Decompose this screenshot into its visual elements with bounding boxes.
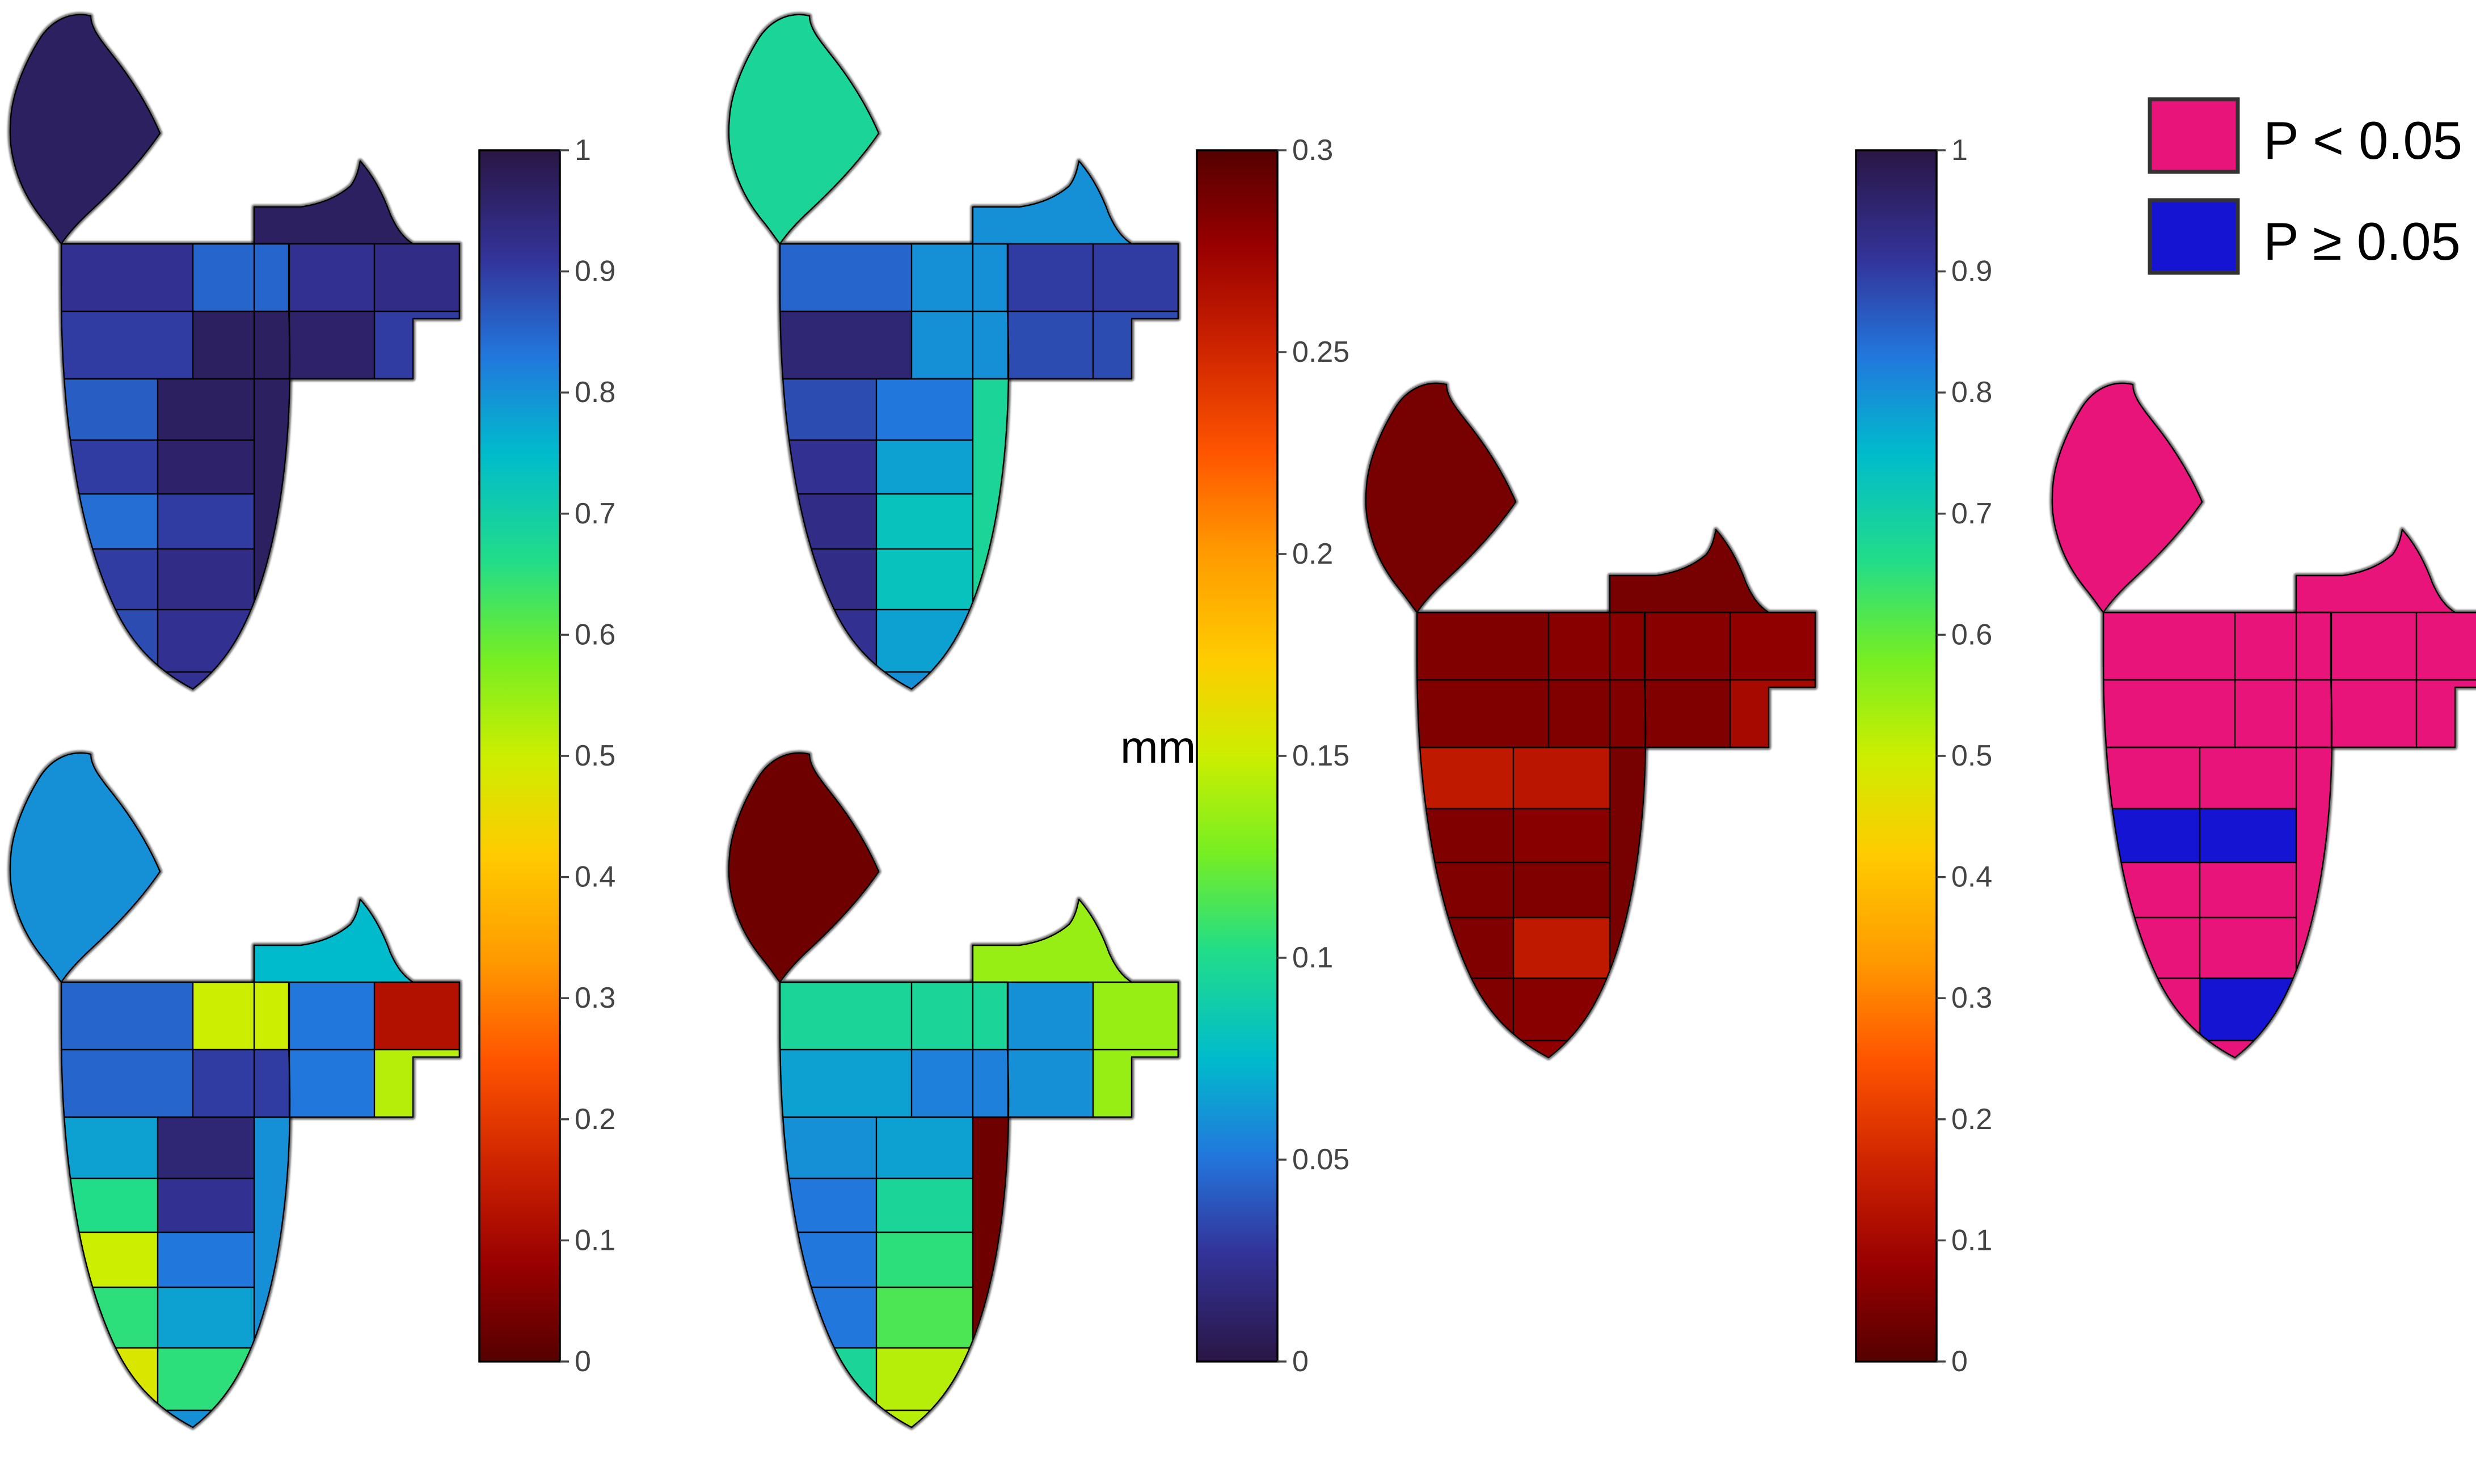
svg-text:0.5: 0.5 xyxy=(575,739,615,772)
svg-text:0.9: 0.9 xyxy=(575,255,615,288)
svg-text:0.1: 0.1 xyxy=(575,1224,615,1257)
svg-text:0: 0 xyxy=(575,1345,591,1378)
svg-text:0.6: 0.6 xyxy=(575,618,615,651)
svg-text:0.6: 0.6 xyxy=(1951,618,1992,651)
svg-text:0: 0 xyxy=(1292,1345,1309,1378)
svg-text:0.2: 0.2 xyxy=(1951,1103,1992,1136)
svg-text:P ≥ 0.05: P ≥ 0.05 xyxy=(2263,212,2461,271)
svg-text:0.3: 0.3 xyxy=(575,982,615,1014)
svg-text:0.3: 0.3 xyxy=(1292,134,1333,167)
svg-text:P < 0.05: P < 0.05 xyxy=(2263,111,2462,170)
svg-text:1: 1 xyxy=(1951,134,1968,167)
svg-text:0.5: 0.5 xyxy=(1951,739,1992,772)
svg-text:0.7: 0.7 xyxy=(575,497,615,530)
svg-text:0.2: 0.2 xyxy=(1292,538,1333,570)
svg-text:0.2: 0.2 xyxy=(575,1103,615,1136)
svg-text:0.7: 0.7 xyxy=(1951,497,1992,530)
svg-text:0.25: 0.25 xyxy=(1292,336,1349,369)
svg-text:0.15: 0.15 xyxy=(1292,739,1349,772)
svg-text:0.8: 0.8 xyxy=(575,376,615,409)
svg-text:0.4: 0.4 xyxy=(575,861,615,894)
svg-text:mm: mm xyxy=(1120,722,1196,772)
svg-text:0.1: 0.1 xyxy=(1292,941,1333,974)
svg-text:1: 1 xyxy=(575,134,591,167)
svg-text:0: 0 xyxy=(1951,1345,1968,1378)
svg-text:0.4: 0.4 xyxy=(1951,861,1992,894)
svg-text:0.8: 0.8 xyxy=(1951,376,1992,409)
svg-text:0.3: 0.3 xyxy=(1951,982,1992,1014)
svg-text:0.9: 0.9 xyxy=(1951,255,1992,288)
svg-text:0.1: 0.1 xyxy=(1951,1224,1992,1257)
svg-text:0.05: 0.05 xyxy=(1292,1143,1349,1176)
